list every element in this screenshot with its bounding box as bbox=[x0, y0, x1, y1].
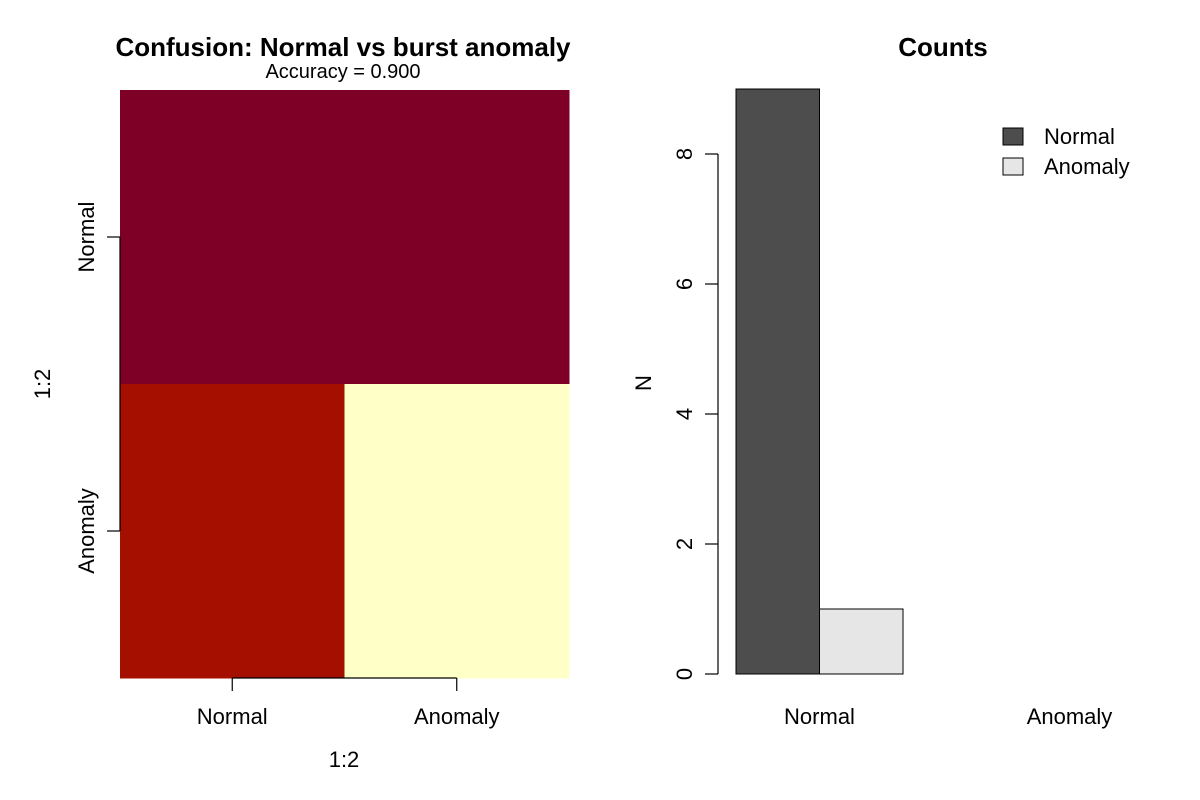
legend-label-normal: Normal bbox=[1044, 124, 1115, 149]
legend-swatch-normal bbox=[1002, 127, 1024, 146]
heatmap-cell bbox=[120, 384, 345, 679]
bar-anomaly-normal bbox=[819, 608, 904, 675]
bar-y-axis-label: N bbox=[631, 375, 656, 391]
heatmap-x-tick-label: Anomaly bbox=[414, 704, 500, 729]
bar-x-tick-label: Anomaly bbox=[1027, 704, 1113, 729]
bar-y-tick-label: 6 bbox=[672, 278, 697, 290]
heatmap-cell bbox=[344, 384, 570, 679]
bar-x-tick-label: Normal bbox=[784, 704, 855, 729]
bar-y-tick-label: 2 bbox=[672, 538, 697, 550]
heatmap-axes: Normal Anomaly Normal Anomaly bbox=[74, 202, 500, 729]
counts-bar-panel: Counts Normal Anomaly 0 2 4 6 8 N Normal Anomal… bbox=[631, 32, 1130, 729]
heatmap-y-tick-label: Normal bbox=[74, 202, 99, 273]
heatmap-y-axis-label: 1:2 bbox=[30, 369, 55, 400]
bar-normal-normal bbox=[735, 88, 820, 675]
bar-y-tick-label: 0 bbox=[672, 668, 697, 680]
bar-marks bbox=[735, 88, 904, 675]
heatmap-x-tick-label: Normal bbox=[197, 704, 268, 729]
heatmap-cell bbox=[344, 90, 570, 385]
bar-legend: Normal Anomaly bbox=[1002, 124, 1130, 179]
bar-y-tick-label: 4 bbox=[672, 408, 697, 420]
heatmap-subtitle: Accuracy = 0.900 bbox=[265, 61, 420, 83]
heatmap-title: Confusion: Normal vs burst anomaly bbox=[115, 32, 571, 62]
legend-label-anomaly: Anomaly bbox=[1044, 154, 1130, 179]
heatmap-cells bbox=[120, 90, 570, 679]
legend-swatch-anomaly bbox=[1002, 157, 1024, 176]
confusion-heatmap-panel: Confusion: Normal vs burst anomaly Accur… bbox=[30, 32, 571, 772]
bar-chart-title: Counts bbox=[898, 32, 988, 62]
bar-axes: Normal Anomaly 0 2 4 6 8 bbox=[672, 148, 1112, 729]
heatmap-y-tick-label: Anomaly bbox=[74, 488, 99, 574]
heatmap-cell bbox=[120, 90, 345, 385]
bar-y-tick-label: 8 bbox=[672, 148, 697, 160]
heatmap-x-axis-label: 1:2 bbox=[329, 747, 360, 772]
